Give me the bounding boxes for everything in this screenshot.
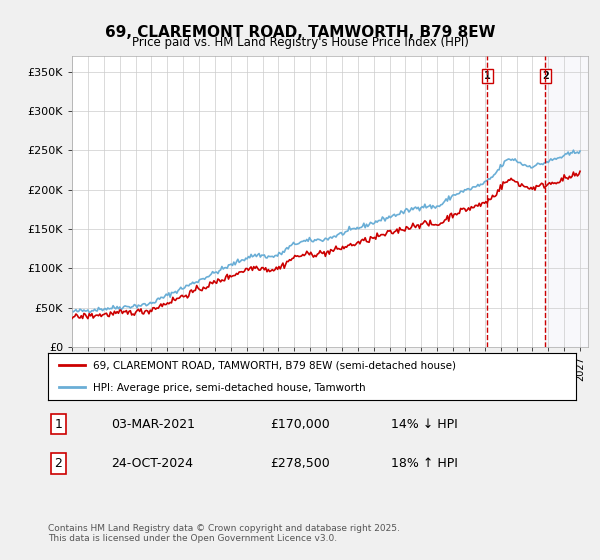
Text: 03-MAR-2021: 03-MAR-2021: [112, 418, 196, 431]
Text: 2: 2: [542, 71, 549, 81]
Text: 1: 1: [55, 418, 62, 431]
Text: 69, CLAREMONT ROAD, TAMWORTH, B79 8EW (semi-detached house): 69, CLAREMONT ROAD, TAMWORTH, B79 8EW (s…: [93, 361, 456, 371]
Text: Price paid vs. HM Land Registry's House Price Index (HPI): Price paid vs. HM Land Registry's House …: [131, 36, 469, 49]
Text: 14% ↓ HPI: 14% ↓ HPI: [391, 418, 458, 431]
Text: £278,500: £278,500: [270, 457, 329, 470]
Text: 1: 1: [484, 71, 491, 81]
Text: Contains HM Land Registry data © Crown copyright and database right 2025.
This d: Contains HM Land Registry data © Crown c…: [48, 524, 400, 543]
Bar: [545, 56, 588, 347]
Text: 2: 2: [55, 457, 62, 470]
Text: £170,000: £170,000: [270, 418, 329, 431]
Text: 69, CLAREMONT ROAD, TAMWORTH, B79 8EW: 69, CLAREMONT ROAD, TAMWORTH, B79 8EW: [105, 25, 495, 40]
Text: 24-OCT-2024: 24-OCT-2024: [112, 457, 193, 470]
Text: HPI: Average price, semi-detached house, Tamworth: HPI: Average price, semi-detached house,…: [93, 383, 365, 393]
Text: 18% ↑ HPI: 18% ↑ HPI: [391, 457, 458, 470]
